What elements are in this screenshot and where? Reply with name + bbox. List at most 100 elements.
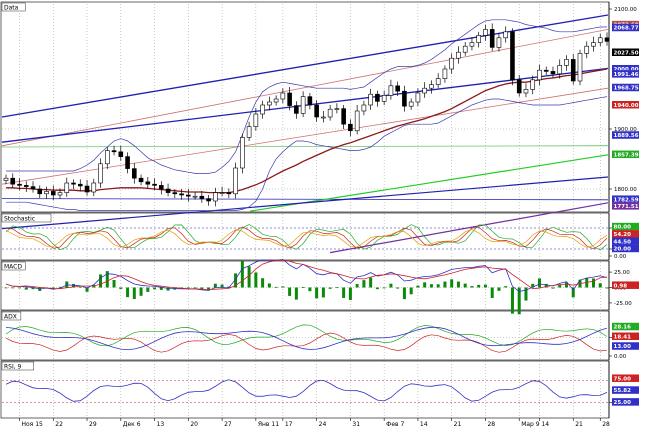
- candle-body[interactable]: [64, 182, 70, 193]
- candle-body[interactable]: [422, 87, 427, 94]
- candle-body[interactable]: [219, 192, 225, 194]
- candle-body[interactable]: [435, 78, 441, 85]
- candle-body[interactable]: [199, 195, 205, 199]
- panel-title-box[interactable]: [1, 261, 26, 271]
- candle-body[interactable]: [483, 29, 488, 36]
- candle-body[interactable]: [77, 183, 83, 187]
- candle-body[interactable]: [300, 96, 306, 114]
- candle-body[interactable]: [30, 186, 36, 190]
- candle-body[interactable]: [591, 42, 596, 47]
- candle-body[interactable]: [388, 85, 394, 96]
- candle-body[interactable]: [321, 116, 326, 119]
- candle-body[interactable]: [496, 37, 502, 48]
- candle-body[interactable]: [395, 85, 400, 92]
- candle-body[interactable]: [557, 65, 563, 75]
- candle-body[interactable]: [503, 31, 509, 39]
- candle-body[interactable]: [489, 29, 495, 48]
- panel-title-box[interactable]: [1, 361, 34, 371]
- candle-body[interactable]: [597, 37, 603, 43]
- candle-body[interactable]: [253, 113, 259, 127]
- candle-body[interactable]: [44, 191, 49, 195]
- candle-body[interactable]: [206, 198, 211, 202]
- panel-title-box[interactable]: [1, 2, 26, 12]
- candle-body[interactable]: [246, 126, 252, 138]
- candle-body[interactable]: [327, 108, 333, 118]
- candle-body[interactable]: [462, 45, 468, 53]
- lower-channel-line: [1, 176, 609, 230]
- candle-body[interactable]: [354, 110, 360, 132]
- value-badge-label: 1940.00: [614, 103, 639, 109]
- candle-body[interactable]: [192, 195, 198, 198]
- candle-body[interactable]: [159, 185, 164, 190]
- candle-body[interactable]: [429, 84, 434, 89]
- candle-body[interactable]: [260, 104, 265, 115]
- candle-body[interactable]: [138, 177, 144, 183]
- candle-body[interactable]: [233, 167, 238, 195]
- candle-body[interactable]: [584, 45, 590, 54]
- candle-body[interactable]: [172, 192, 178, 195]
- candle-body[interactable]: [287, 92, 292, 106]
- candle-body[interactable]: [50, 191, 56, 196]
- candle-body[interactable]: [186, 194, 191, 197]
- candle-body[interactable]: [550, 71, 556, 75]
- candle-body[interactable]: [240, 137, 245, 169]
- candle-body[interactable]: [111, 150, 117, 153]
- candle-body[interactable]: [213, 192, 218, 202]
- candle-body[interactable]: [577, 53, 583, 82]
- candle-body[interactable]: [104, 150, 110, 165]
- candle-body[interactable]: [125, 156, 130, 169]
- candle-body[interactable]: [152, 183, 157, 186]
- candle-body[interactable]: [510, 31, 515, 81]
- candle-body[interactable]: [564, 59, 569, 66]
- candle-body[interactable]: [84, 185, 90, 193]
- candle-body[interactable]: [375, 93, 380, 102]
- candle-body[interactable]: [469, 42, 475, 47]
- candle-body[interactable]: [71, 182, 76, 185]
- candle-body[interactable]: [273, 98, 279, 103]
- candle-body[interactable]: [415, 92, 421, 103]
- candle-body[interactable]: [267, 101, 272, 106]
- candle-body[interactable]: [91, 182, 97, 193]
- candle-body[interactable]: [341, 108, 346, 125]
- candle-body[interactable]: [537, 69, 542, 81]
- candle-body[interactable]: [226, 192, 232, 195]
- candle-body[interactable]: [442, 68, 448, 79]
- candle-body[interactable]: [381, 95, 387, 102]
- candle-body[interactable]: [523, 89, 529, 94]
- candle-body[interactable]: [456, 51, 461, 59]
- candle-body[interactable]: [368, 93, 373, 106]
- candle-body[interactable]: [348, 123, 353, 132]
- candle-body[interactable]: [334, 108, 340, 110]
- candle-body[interactable]: [37, 188, 43, 195]
- candle-body[interactable]: [118, 151, 124, 157]
- candle-body[interactable]: [179, 193, 184, 196]
- panel-title-box[interactable]: [1, 213, 52, 223]
- candle-body[interactable]: [98, 163, 103, 184]
- value-badge-label: 2068.77: [614, 26, 639, 32]
- candle-body[interactable]: [10, 177, 16, 185]
- candle-body[interactable]: [57, 192, 63, 196]
- candle-body[interactable]: [145, 181, 151, 185]
- candle-body[interactable]: [307, 96, 313, 106]
- candle-body[interactable]: [294, 105, 299, 114]
- candle-body[interactable]: [570, 59, 576, 82]
- candle-body[interactable]: [23, 185, 29, 187]
- candle-body[interactable]: [280, 92, 286, 100]
- candle-body[interactable]: [516, 79, 522, 94]
- candle-body[interactable]: [132, 168, 137, 179]
- candle-body[interactable]: [530, 79, 536, 90]
- macd-signal-line: [5, 259, 608, 291]
- panel-title-box[interactable]: [1, 311, 22, 321]
- candle-body[interactable]: [476, 35, 481, 43]
- candle-body[interactable]: [361, 104, 367, 112]
- candle-body[interactable]: [17, 183, 22, 186]
- candle-body[interactable]: [543, 69, 549, 72]
- candle-body[interactable]: [165, 188, 171, 193]
- candle-body[interactable]: [408, 101, 414, 107]
- candle-body[interactable]: [314, 104, 319, 118]
- candle-body[interactable]: [449, 57, 454, 70]
- candle-body[interactable]: [402, 90, 407, 107]
- candle-body[interactable]: [3, 177, 9, 181]
- candle-body[interactable]: [604, 37, 610, 42]
